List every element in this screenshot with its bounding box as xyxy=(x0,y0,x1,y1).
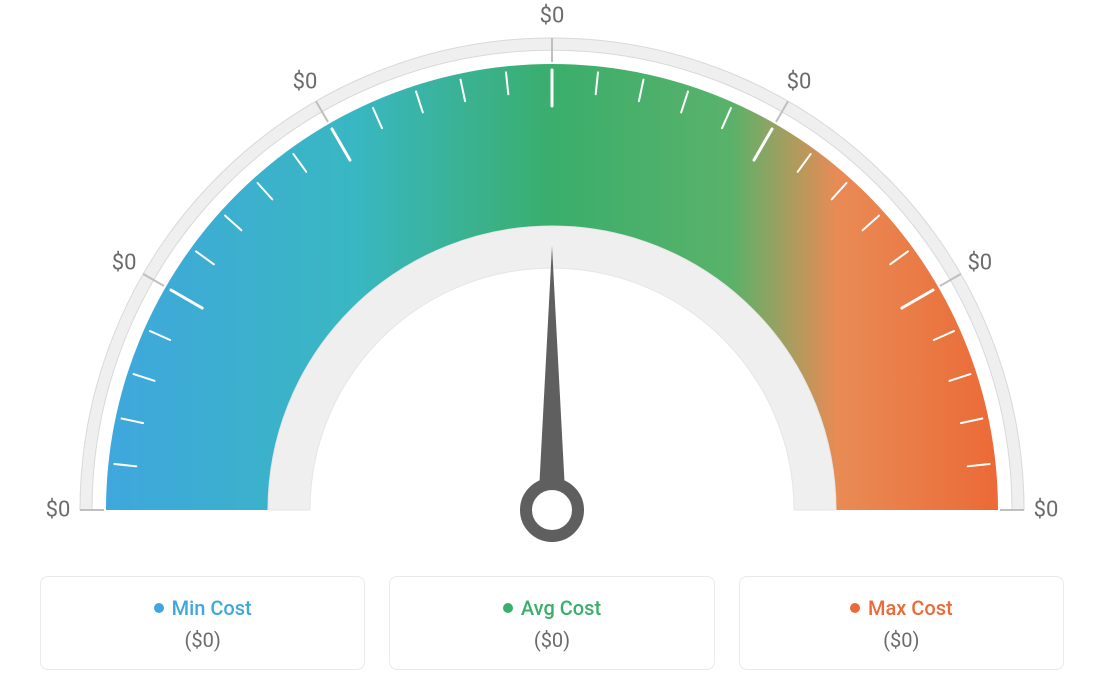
gauge-scale-label: $0 xyxy=(46,498,71,523)
legend-card-max: Max Cost ($0) xyxy=(739,576,1064,670)
dot-icon xyxy=(154,603,164,613)
legend-value-max: ($0) xyxy=(752,628,1051,652)
legend-title-min: Min Cost xyxy=(53,596,352,620)
gauge-scale-label: $0 xyxy=(967,251,992,276)
legend-value-avg: ($0) xyxy=(402,628,701,652)
gauge-scale-label: $0 xyxy=(540,4,565,29)
legend-title-text: Min Cost xyxy=(172,596,252,620)
gauge-scale-label: $0 xyxy=(112,251,137,276)
legend-card-avg: Avg Cost ($0) xyxy=(389,576,714,670)
dot-icon xyxy=(850,603,860,613)
legend-card-min: Min Cost ($0) xyxy=(40,576,365,670)
gauge-scale-label: $0 xyxy=(787,70,812,95)
legend-value-min: ($0) xyxy=(53,628,352,652)
gauge-svg xyxy=(0,0,1104,560)
cost-gauge-chart: $0 $0 $0 $0 $0 $0 $0 xyxy=(0,0,1104,560)
legend-title-avg: Avg Cost xyxy=(402,596,701,620)
gauge-scale-label: $0 xyxy=(293,70,318,95)
legend-title-max: Max Cost xyxy=(752,596,1051,620)
legend-title-text: Avg Cost xyxy=(521,596,601,620)
legend-title-text: Max Cost xyxy=(868,596,953,620)
dot-icon xyxy=(503,603,513,613)
gauge-scale-label: $0 xyxy=(1034,498,1059,523)
legend-row: Min Cost ($0) Avg Cost ($0) Max Cost ($0… xyxy=(0,576,1104,670)
